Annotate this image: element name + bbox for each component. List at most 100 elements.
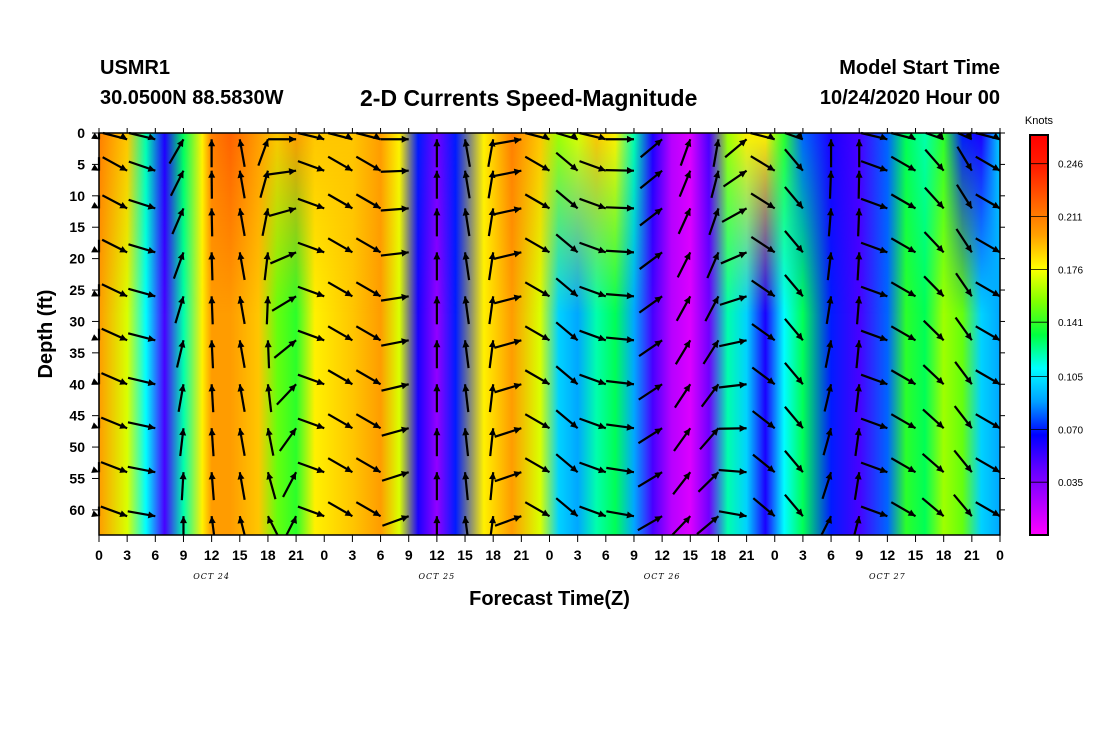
- current-vector-arrow: [493, 168, 522, 178]
- current-vector-arrow: [975, 413, 1001, 430]
- current-vector-arrow: [820, 515, 833, 536]
- current-vector-arrow: [433, 472, 441, 501]
- current-vector-arrow: [890, 155, 917, 172]
- current-vector-arrow: [555, 233, 579, 254]
- current-vector-arrow: [177, 384, 186, 413]
- current-vector-arrow: [605, 167, 634, 175]
- current-vector-arrow: [555, 365, 579, 386]
- current-vector-arrow: [179, 472, 187, 501]
- current-vector-arrow: [297, 373, 325, 386]
- current-vector-arrow: [462, 252, 471, 281]
- y-axis-label: Depth (ft): [35, 290, 57, 379]
- x-tick-label: 21: [514, 547, 530, 563]
- current-vector-arrow: [678, 170, 692, 198]
- current-vector-arrow: [975, 155, 1001, 172]
- current-vector-arrow: [860, 197, 888, 210]
- current-vector-arrow: [605, 292, 635, 300]
- current-vector-arrow: [674, 339, 692, 365]
- current-vector-arrow: [524, 155, 551, 172]
- current-vector-arrow: [579, 160, 607, 172]
- current-vector-arrow: [127, 510, 156, 519]
- current-vector-arrow: [101, 327, 128, 342]
- current-vector-arrow: [327, 325, 353, 342]
- current-vector-arrow: [710, 170, 721, 199]
- current-vector-arrow: [579, 373, 607, 386]
- x-axis-label: Forecast Time(Z): [469, 588, 630, 610]
- current-vector-arrow: [784, 450, 804, 473]
- current-vector-arrow: [433, 516, 441, 535]
- current-vector-arrow: [827, 170, 835, 199]
- colorbar-tick-label: 0.246: [1058, 160, 1083, 171]
- current-vector-arrow: [259, 170, 270, 198]
- colorbar-tick-label: 0.211: [1058, 213, 1083, 224]
- current-vector-arrow: [102, 156, 128, 172]
- current-vector-arrow: [355, 369, 382, 386]
- current-vector-arrow: [718, 381, 747, 389]
- current-vector-arrow: [605, 135, 634, 143]
- day-label: OCT 24: [193, 572, 230, 581]
- current-vector-arrow: [327, 457, 353, 474]
- current-vector-arrow: [890, 325, 917, 342]
- current-vector-arrow: [555, 131, 578, 141]
- current-vector-arrow: [673, 383, 692, 409]
- colorbar-tick-label: 0.176: [1058, 265, 1083, 276]
- x-tick-label: 0: [996, 547, 1004, 563]
- current-vector-arrow: [278, 427, 297, 452]
- current-vector-arrow: [285, 515, 298, 536]
- current-vector-arrow: [922, 408, 945, 430]
- current-vector-arrow: [751, 410, 776, 430]
- current-vector-arrow: [488, 384, 496, 413]
- current-vector-arrow: [382, 515, 410, 527]
- current-vector-arrow: [237, 428, 246, 456]
- current-vector-arrow: [784, 406, 804, 429]
- current-vector-arrow: [102, 131, 128, 141]
- current-vector-arrow: [555, 151, 579, 172]
- x-tick-label: 15: [682, 547, 698, 563]
- current-vector-arrow: [720, 251, 748, 265]
- current-vector-arrow: [100, 505, 128, 518]
- x-tick-label: 0: [771, 547, 779, 563]
- current-vector-arrow: [101, 283, 128, 298]
- current-vector-arrow: [706, 251, 720, 279]
- current-vector-arrow: [700, 383, 720, 408]
- current-vector-arrow: [297, 329, 325, 342]
- current-vector-arrow: [265, 384, 273, 413]
- current-vector-arrow: [524, 325, 551, 342]
- current-vector-arrow: [91, 195, 101, 209]
- day-label: OCT 27: [869, 572, 906, 581]
- current-vector-arrow: [860, 241, 888, 254]
- colorbar: 0.246 0.211 0.176 0.141 0.105 0.070 0.035 Knots: [1025, 115, 1083, 536]
- current-vector-arrow: [494, 427, 522, 438]
- current-vector-arrow: [355, 193, 382, 210]
- current-vector-arrow: [579, 329, 607, 342]
- current-vector-arrow: [489, 516, 497, 536]
- x-tick-label: 18: [936, 547, 952, 563]
- current-vector-arrow: [555, 497, 579, 517]
- current-vector-arrow: [524, 193, 551, 210]
- current-vector-arrow: [127, 332, 156, 342]
- current-vector-arrow: [264, 296, 272, 325]
- current-vector-arrow: [784, 148, 804, 172]
- x-tick-label: 18: [711, 547, 727, 563]
- current-vector-arrow: [672, 471, 692, 495]
- current-vector-arrow: [975, 501, 1001, 518]
- current-vector-arrow: [381, 426, 410, 437]
- x-tick-label: 12: [880, 547, 896, 563]
- current-vector-arrow: [855, 296, 863, 325]
- current-vector-arrow: [824, 340, 834, 368]
- current-vector-arrow: [953, 405, 973, 429]
- current-vector-arrow: [921, 497, 945, 517]
- current-vector-arrow: [355, 501, 382, 518]
- colorbar-tick-label: 0.070: [1058, 425, 1083, 436]
- station-id: USMR1: [100, 57, 171, 79]
- x-tick-label: 3: [574, 547, 582, 563]
- current-vector-arrow: [673, 427, 692, 452]
- current-vector-arrow: [722, 169, 748, 188]
- current-vector-arrow: [953, 449, 973, 473]
- y-tick-label: 30: [69, 313, 85, 329]
- x-tick-label: 21: [739, 547, 755, 563]
- current-vector-arrow: [208, 252, 216, 281]
- current-vector-arrow: [128, 160, 156, 172]
- current-vector-arrow: [637, 515, 663, 532]
